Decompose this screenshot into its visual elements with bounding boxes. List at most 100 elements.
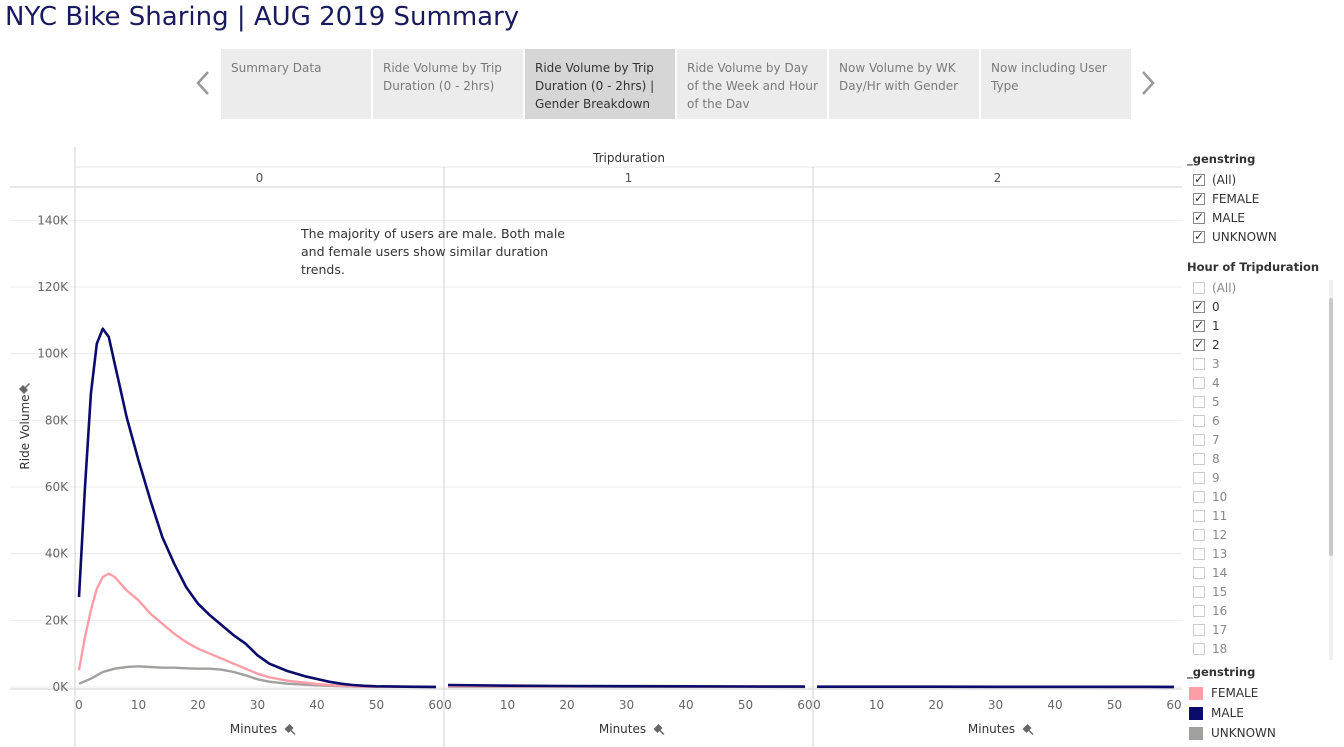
- x-tick-label: 10: [500, 698, 515, 712]
- hour-filter-checkbox[interactable]: [1193, 471, 1205, 484]
- hour-filter-checkbox[interactable]: [1193, 566, 1205, 579]
- chart-annotation: The majority of users are male. Both mal…: [301, 226, 565, 277]
- hour-filter-option[interactable]: 7: [1187, 430, 1337, 449]
- hour-filter-checkbox[interactable]: [1193, 357, 1205, 370]
- hour-filter-checkbox[interactable]: [1193, 414, 1205, 427]
- y-tick-label: 80K: [45, 413, 69, 427]
- hour-filter-option[interactable]: 3: [1187, 354, 1337, 373]
- panel-header-label: 1: [625, 171, 633, 185]
- x-tick-label: 10: [131, 698, 146, 712]
- tab-user-type[interactable]: Now including User Type: [981, 49, 1131, 119]
- chevron-left-icon[interactable]: [193, 68, 213, 98]
- panel-header-label: 0: [256, 171, 264, 185]
- hour-filter-option[interactable]: 16: [1187, 601, 1337, 620]
- y-tick-label: 0K: [52, 680, 69, 694]
- x-tick-label: 0: [75, 698, 83, 712]
- x-tick-label: 50: [738, 698, 753, 712]
- gender-filter-checkbox[interactable]: [1193, 172, 1205, 186]
- gender-filter: _genstring (All) FEMALE MALE UNKNOWN: [1187, 148, 1337, 246]
- hour-filter-option[interactable]: 13: [1187, 544, 1337, 563]
- hour-filter-option[interactable]: 10: [1187, 487, 1337, 506]
- hour-filter-checkbox[interactable]: [1193, 585, 1205, 598]
- hour-filter-title: Hour of Tripduration: [1187, 260, 1320, 274]
- hour-filter-option[interactable]: 4: [1187, 373, 1337, 392]
- hour-filter-option[interactable]: 9: [1187, 468, 1337, 487]
- hour-filter-checkbox[interactable]: [1193, 509, 1205, 522]
- gender-filter-option[interactable]: MALE: [1187, 208, 1337, 227]
- x-tick-label: 20: [559, 698, 574, 712]
- gender-filter-checkbox[interactable]: [1193, 210, 1205, 224]
- gender-filter-option[interactable]: (All): [1187, 170, 1337, 189]
- x-tick-label: 30: [619, 698, 634, 712]
- hour-filter-checkbox[interactable]: [1193, 281, 1205, 294]
- hour-filter-option[interactable]: 15: [1187, 582, 1337, 601]
- legend-title: _genstring: [1187, 665, 1256, 679]
- hour-filter-option-label: 18: [1212, 641, 1228, 656]
- pin-icon: [653, 724, 665, 735]
- gender-filter-option-label: FEMALE: [1212, 191, 1260, 206]
- hour-filter-checkbox[interactable]: [1193, 604, 1205, 617]
- hour-filter-option[interactable]: 17: [1187, 620, 1337, 639]
- pin-icon: [1022, 724, 1034, 735]
- hour-filter-option[interactable]: 18: [1187, 639, 1337, 658]
- legend-item[interactable]: MALE: [1187, 703, 1337, 723]
- y-axis-label: Ride Volume: [18, 394, 32, 469]
- hour-filter-option[interactable]: 12: [1187, 525, 1337, 544]
- hour-filter-checkbox[interactable]: [1193, 337, 1205, 351]
- x-tick-label: 0: [813, 698, 821, 712]
- legend-item[interactable]: FEMALE: [1187, 683, 1337, 703]
- gender-filter-checkbox[interactable]: [1193, 191, 1205, 205]
- hour-filter-checkbox[interactable]: [1193, 623, 1205, 636]
- hour-filter-option-label: 8: [1212, 451, 1220, 466]
- hour-filter-checkbox[interactable]: [1193, 433, 1205, 446]
- gender-filter-checkbox[interactable]: [1193, 229, 1205, 243]
- hour-filter-checkbox[interactable]: [1193, 318, 1205, 332]
- hour-filter-option[interactable]: 6: [1187, 411, 1337, 430]
- hour-filter-option-label: 2: [1212, 337, 1220, 352]
- gender-filter-option[interactable]: FEMALE: [1187, 189, 1337, 208]
- page-title: NYC Bike Sharing | AUG 2019 Summary: [5, 2, 520, 32]
- hour-filter-option-label: 15: [1212, 584, 1228, 599]
- hour-filter-checkbox[interactable]: [1193, 376, 1205, 389]
- hour-filter-option-label: 0: [1212, 299, 1220, 314]
- hour-filter-checkbox[interactable]: [1193, 642, 1205, 655]
- hour-filter-option[interactable]: 11: [1187, 506, 1337, 525]
- hour-filter-checkbox[interactable]: [1193, 547, 1205, 560]
- tab-ride-volume-gender[interactable]: Ride Volume by Trip Duration (0 - 2hrs) …: [525, 49, 675, 119]
- hour-filter-checkbox[interactable]: [1193, 528, 1205, 541]
- hour-filter-option[interactable]: 5: [1187, 392, 1337, 411]
- hour-filter-checkbox[interactable]: [1193, 299, 1205, 313]
- hour-filter-checkbox[interactable]: [1193, 490, 1205, 503]
- gender-filter-title: _genstring: [1187, 152, 1256, 166]
- legend-item[interactable]: UNKNOWN: [1187, 723, 1337, 743]
- x-tick-label: 20: [190, 698, 205, 712]
- chevron-right-icon[interactable]: [1138, 68, 1158, 98]
- x-axis-label: Minutes: [230, 722, 277, 736]
- hour-filter: Hour of Tripduration (All)01234567891011…: [1187, 256, 1337, 664]
- legend-swatch: [1189, 686, 1203, 700]
- x-tick-label: 20: [928, 698, 943, 712]
- hour-filter-option[interactable]: 1: [1187, 316, 1337, 335]
- tab-summary-data[interactable]: Summary Data: [221, 49, 371, 119]
- hour-filter-option[interactable]: 14: [1187, 563, 1337, 582]
- tab-ride-volume-duration[interactable]: Ride Volume by Trip Duration (0 - 2hrs): [373, 49, 523, 119]
- tab-volume-wk-gender[interactable]: Now Volume by WK Day/Hr with Gender: [829, 49, 979, 119]
- hour-filter-checkbox[interactable]: [1193, 452, 1205, 465]
- tab-ride-volume-day-hour[interactable]: Ride Volume by Day of the Week and Hour …: [677, 49, 827, 119]
- pin-icon: [19, 383, 30, 394]
- gender-filter-option[interactable]: UNKNOWN: [1187, 227, 1337, 246]
- hour-filter-checkbox[interactable]: [1193, 395, 1205, 408]
- hour-filter-option[interactable]: (All): [1187, 278, 1337, 297]
- x-tick-label: 40: [1047, 698, 1062, 712]
- hour-filter-option[interactable]: 0: [1187, 297, 1337, 316]
- x-tick-label: 0: [444, 698, 452, 712]
- hour-filter-option[interactable]: 2: [1187, 335, 1337, 354]
- hour-filter-option-label: 5: [1212, 394, 1220, 409]
- hour-filter-option-label: 16: [1212, 603, 1228, 618]
- x-tick-label: 60: [1166, 698, 1181, 712]
- story-tabs: Summary Data Ride Volume by Trip Duratio…: [221, 49, 1133, 119]
- y-tick-label: 20K: [45, 613, 69, 627]
- hour-filter-option[interactable]: 8: [1187, 449, 1337, 468]
- hour-filter-scroll-thumb[interactable]: [1329, 298, 1333, 556]
- y-tick-label: 60K: [45, 480, 69, 494]
